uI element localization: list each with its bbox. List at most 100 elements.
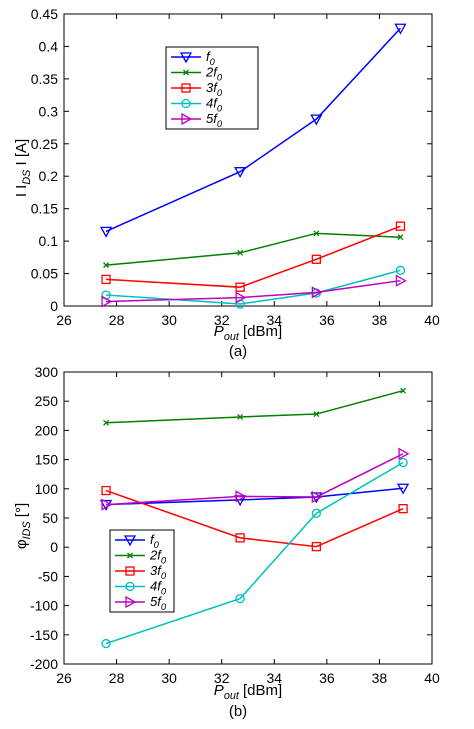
- series-line: [106, 453, 404, 506]
- x-tick-label: 38: [372, 670, 388, 686]
- plot-area: [63, 371, 433, 665]
- series-line: [106, 487, 404, 506]
- data-point: [237, 414, 244, 420]
- y-tick-label: 0.35: [31, 71, 58, 87]
- data-point: [311, 286, 323, 299]
- data-point: [311, 508, 321, 518]
- data-point: [103, 419, 110, 426]
- data-point: [396, 483, 410, 495]
- series-2f0: [103, 230, 404, 269]
- x-tick-label: 28: [109, 312, 125, 328]
- legend-entry: 5f0: [206, 111, 223, 129]
- legend-marker: [183, 69, 189, 76]
- y-tick-label: 0.3: [39, 103, 59, 119]
- y-tick-label: 0.1: [39, 233, 59, 249]
- data-point: [311, 541, 321, 552]
- series-line: [106, 389, 404, 424]
- legend-entry: 2f0: [205, 65, 223, 83]
- y-tick-label: -200: [30, 656, 58, 672]
- data-point: [311, 490, 323, 504]
- legend-marker: [125, 595, 137, 609]
- data-point: [101, 274, 111, 285]
- x-tick-label: 32: [214, 312, 230, 328]
- series-5f0: [101, 274, 407, 308]
- data-point: [235, 593, 245, 604]
- legend-marker: [181, 83, 191, 93]
- data-point: [235, 282, 245, 292]
- data-point: [99, 226, 113, 238]
- x-axis-label: Pout [dBm]: [214, 323, 282, 343]
- y-tick-label: 50: [42, 510, 58, 526]
- chart-2: 26 28 30 32 34 36 38 40 -200 -150 -100 -50 0 50 100 150…: [13, 364, 440, 720]
- series-line: [105, 27, 402, 233]
- data-point: [397, 234, 404, 241]
- y-tick-label: 0.05: [31, 266, 58, 282]
- y-axis-label: φIDS [°]: [13, 503, 33, 549]
- data-point: [103, 262, 110, 269]
- data-point: [395, 265, 406, 275]
- y-tick-label: 0: [50, 298, 58, 314]
- chart-caption: (a): [229, 343, 247, 360]
- x-tick-label: 26: [56, 312, 72, 328]
- series-2f0: [103, 387, 407, 426]
- x-tick-label: 30: [161, 670, 177, 686]
- legend-entry: 3f0: [150, 563, 167, 581]
- series-line: [106, 279, 401, 303]
- data-point: [101, 498, 113, 511]
- legend-entry: f0: [206, 49, 216, 67]
- series-line: [106, 225, 401, 288]
- y-tick-label: -150: [30, 627, 58, 643]
- legend-entry: 3f0: [206, 80, 223, 98]
- series-line: [105, 461, 404, 645]
- series-3f0: [101, 485, 408, 552]
- legend-entry: 2f0: [149, 548, 167, 566]
- y-tick-label: -100: [30, 598, 58, 614]
- y-tick-label: 0.15: [31, 201, 58, 217]
- series-line: [105, 232, 401, 266]
- series-4f0: [101, 457, 408, 649]
- chart-1: 26 28 30 32 34 36 38 40 0 0.05 0.1 0.15 0.2 0.25 0.3 0.…: [13, 6, 440, 360]
- x-tick-label: 34: [266, 670, 282, 686]
- y-tick-label: 250: [35, 393, 59, 409]
- legend-marker: [127, 552, 133, 559]
- legend-entry: f0: [150, 532, 160, 550]
- x-tick-label: 28: [109, 670, 125, 686]
- y-tick-label: -50: [38, 568, 58, 584]
- y-tick-label: 200: [35, 422, 59, 438]
- y-tick-label: 0.2: [39, 168, 59, 184]
- data-point: [311, 254, 321, 264]
- series-f0: [99, 23, 407, 238]
- y-tick-label: 150: [35, 452, 59, 468]
- x-tick-label: 30: [161, 312, 177, 328]
- data-point: [310, 114, 323, 126]
- data-point: [235, 533, 245, 543]
- legend-marker: [125, 581, 135, 592]
- legend-marker: [123, 535, 137, 547]
- y-tick-label: 0.45: [31, 6, 58, 22]
- legend-entry: 5f0: [150, 594, 167, 612]
- data-point: [235, 490, 247, 503]
- data-point: [313, 411, 320, 418]
- x-tick-label: 32: [214, 670, 230, 686]
- x-tick-label: 34: [266, 312, 282, 328]
- chart-caption: (b): [229, 703, 247, 720]
- data-point: [234, 167, 247, 179]
- legend-entry: 4f0: [150, 579, 167, 597]
- data-point: [237, 249, 244, 256]
- x-axis-label: Pout [dBm]: [214, 682, 282, 702]
- y-tick-label: 300: [35, 364, 59, 380]
- y-tick-label: 0.4: [39, 38, 59, 54]
- legend-marker: [181, 98, 191, 109]
- data-point: [394, 23, 407, 35]
- y-tick-label: 0.25: [31, 136, 58, 152]
- legend-marker: [181, 112, 193, 126]
- data-point: [235, 291, 247, 304]
- x-tick-label: 40: [424, 670, 440, 686]
- data-point: [101, 295, 113, 308]
- data-point: [395, 221, 406, 231]
- data-point: [398, 457, 408, 468]
- data-point: [395, 274, 407, 287]
